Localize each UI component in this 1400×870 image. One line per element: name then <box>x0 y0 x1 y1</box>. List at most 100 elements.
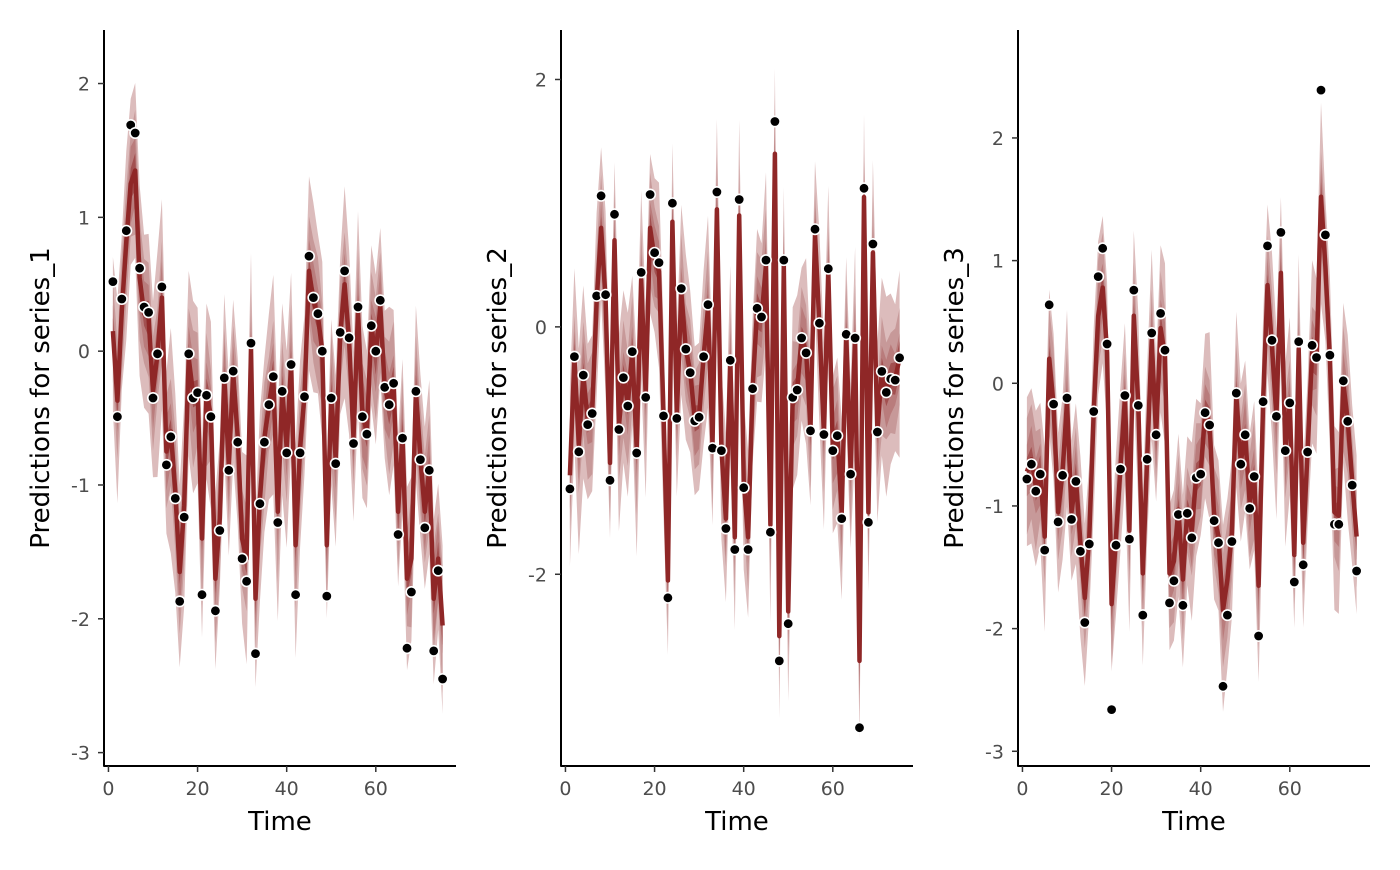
observed-point <box>1292 335 1305 348</box>
observed-point <box>608 208 621 221</box>
observed-point <box>599 288 612 301</box>
observed-point <box>1127 284 1140 297</box>
observed-point <box>791 383 804 396</box>
observed-point <box>1167 574 1180 587</box>
y-tick-label: -3 <box>985 741 1004 763</box>
observed-point <box>652 256 665 269</box>
observed-point <box>853 721 866 734</box>
observed-point <box>1257 395 1270 408</box>
band-mid <box>112 109 443 693</box>
observed-point <box>746 382 759 395</box>
observed-point <box>432 564 445 577</box>
observed-point <box>106 275 119 288</box>
observed-point <box>262 398 275 411</box>
y-tick-label: -2 <box>528 564 547 586</box>
observed-point <box>568 350 581 363</box>
observed-point <box>1096 242 1109 255</box>
observed-point <box>817 428 830 441</box>
observed-point <box>1217 680 1230 693</box>
observed-point <box>151 347 164 360</box>
observed-point <box>436 672 449 685</box>
x-tick-label: 0 <box>102 778 114 800</box>
panel-series-3: Predictions for series_3 Time -3-2-10120… <box>940 30 1370 837</box>
observed-point <box>1136 609 1149 622</box>
observed-point <box>657 409 670 422</box>
observed-point <box>1203 418 1216 431</box>
observed-point <box>418 521 431 534</box>
x-tick-label: 20 <box>1099 778 1123 800</box>
observed-point <box>231 436 244 449</box>
observed-point <box>1141 453 1154 466</box>
x-tick-label: 60 <box>1278 778 1302 800</box>
observed-point <box>875 365 888 378</box>
observed-point <box>639 391 652 404</box>
x-tick-label: 40 <box>1189 778 1213 800</box>
observed-point <box>169 492 182 505</box>
observed-point <box>1132 399 1145 412</box>
median-prediction-line <box>567 151 902 664</box>
observed-point <box>374 294 387 307</box>
observed-point <box>271 516 284 529</box>
observed-point <box>1069 475 1082 488</box>
observed-point <box>1346 479 1359 492</box>
observed-point <box>581 418 594 431</box>
observed-point <box>733 193 746 206</box>
observed-point <box>871 425 884 438</box>
observed-point <box>737 481 750 494</box>
observed-point <box>1074 545 1087 558</box>
observed-point <box>209 604 222 617</box>
observed-point <box>347 437 360 450</box>
observed-point <box>369 345 382 358</box>
x-tick-label: 60 <box>821 778 845 800</box>
observed-point <box>111 410 124 423</box>
observed-point <box>343 331 356 344</box>
observed-point <box>1092 270 1105 283</box>
observed-point <box>661 591 674 604</box>
observed-point <box>742 543 755 556</box>
observed-point <box>808 223 821 236</box>
median-prediction-line <box>1024 194 1359 613</box>
observed-point <box>626 345 639 358</box>
observed-point <box>1110 539 1123 552</box>
observed-point <box>724 354 737 367</box>
observed-point <box>715 444 728 457</box>
observed-point <box>400 642 413 655</box>
y-tick-label: 0 <box>78 341 90 363</box>
observed-point <box>423 464 436 477</box>
observed-point <box>396 432 409 445</box>
observed-point <box>316 345 329 358</box>
observed-point <box>621 399 634 412</box>
observed-point <box>1105 703 1118 716</box>
observed-point <box>630 446 643 459</box>
observed-point <box>227 365 240 378</box>
observed-point <box>586 407 599 420</box>
observed-point <box>213 524 226 537</box>
panel-series-1: Predictions for series_1 Time -3-2-10120… <box>26 30 456 837</box>
observed-point <box>253 497 266 510</box>
y-axis-title: Predictions for series_2 <box>483 247 513 549</box>
observed-point <box>755 310 768 323</box>
observed-point <box>311 307 324 320</box>
observed-point <box>1337 374 1350 387</box>
observed-point <box>595 189 608 202</box>
observed-point <box>178 511 191 524</box>
observed-point <box>1279 444 1292 457</box>
observed-point <box>1154 307 1167 320</box>
observed-point <box>1056 469 1069 482</box>
observed-point <box>240 575 253 588</box>
observed-point <box>822 262 835 275</box>
observed-point <box>889 374 902 387</box>
observed-point <box>844 468 857 481</box>
observed-point <box>1123 533 1136 546</box>
observed-point <box>302 250 315 263</box>
observed-point <box>1038 544 1051 557</box>
x-tick-label: 0 <box>559 778 571 800</box>
y-axis-title: Predictions for series_3 <box>940 247 970 549</box>
observed-point <box>893 351 906 364</box>
observed-point <box>1208 514 1221 527</box>
observed-point <box>1083 537 1096 550</box>
observed-point <box>405 585 418 598</box>
observed-point <box>1323 349 1336 362</box>
